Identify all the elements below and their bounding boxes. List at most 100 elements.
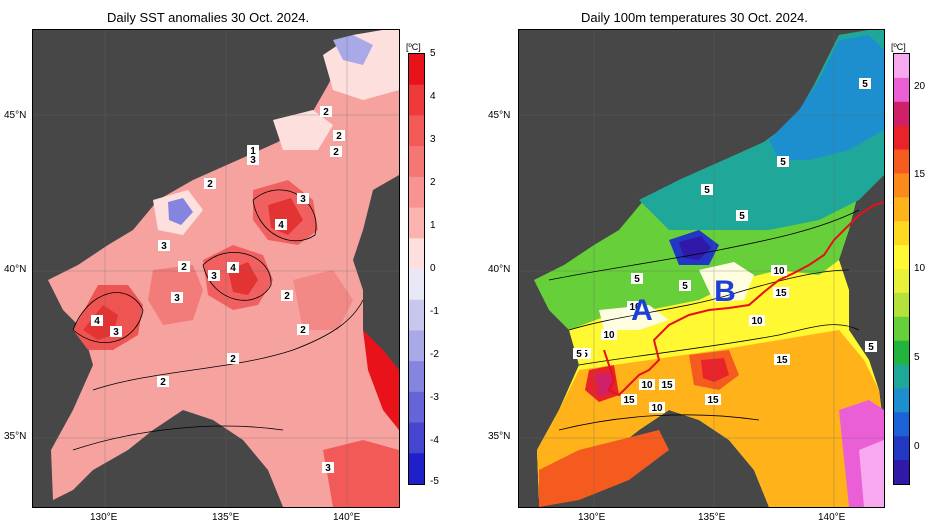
temp-colorbar-segment xyxy=(894,436,909,461)
cb-left-tick-m5: -5 xyxy=(430,476,439,487)
sst-anomaly-unit: [ºC] xyxy=(406,42,421,52)
sst-colorbar-segment xyxy=(409,146,424,178)
temp-colorbar-segment xyxy=(894,221,909,246)
temp-100m-colorbar xyxy=(893,53,910,485)
contour-label-1: 2 xyxy=(320,106,332,118)
sst-anomaly-colorbar-ticks: 5 4 3 2 1 0 -1 -2 -3 -4 -5 xyxy=(430,48,460,488)
svg-text:2: 2 xyxy=(336,131,342,142)
svg-text:10: 10 xyxy=(773,266,785,277)
temp-colorbar-segment xyxy=(894,340,909,366)
cb-right-tick-15: 15 xyxy=(914,169,926,180)
contour-label-4: 1 xyxy=(247,145,259,157)
contour-label-6: 2 xyxy=(204,178,216,190)
temp-contour-label-7: 10 xyxy=(771,265,787,277)
sst-colorbar-segment xyxy=(409,361,424,393)
contour-label-9: 2 xyxy=(178,261,190,273)
lat-label-45-right: 45°N xyxy=(488,110,511,121)
svg-text:10: 10 xyxy=(603,330,615,341)
svg-text:3: 3 xyxy=(174,293,180,304)
svg-text:3: 3 xyxy=(250,155,256,166)
contour-label-16: 2 xyxy=(281,290,293,302)
cb-right-tick-0: 0 xyxy=(914,441,920,452)
svg-text:4: 4 xyxy=(278,220,284,231)
svg-text:2: 2 xyxy=(300,325,306,336)
temp-colorbar-segment xyxy=(894,388,909,413)
temp-colorbar-segment xyxy=(894,316,909,342)
sst-colorbar-segment xyxy=(409,453,424,485)
svg-text:10: 10 xyxy=(651,403,663,414)
lon-label-135: 135°E xyxy=(212,512,240,523)
lon-label-130-right: 130°E xyxy=(578,512,606,523)
temp-100m-title: Daily 100m temperatures 30 Oct. 2024. xyxy=(581,10,808,25)
lon-label-140-right: 140°E xyxy=(818,512,846,523)
sst-colorbar-segment xyxy=(409,115,424,147)
svg-text:3: 3 xyxy=(161,241,167,252)
sst-colorbar-segment xyxy=(409,330,424,362)
cb-left-tick-0: 0 xyxy=(430,263,436,274)
svg-text:10: 10 xyxy=(751,316,763,327)
lat-label-40-right: 40°N xyxy=(488,264,511,275)
contour-label-20: 3 xyxy=(322,462,334,474)
svg-text:3: 3 xyxy=(325,463,331,474)
svg-text:5: 5 xyxy=(576,349,582,360)
temp-contour-label-11: 10 xyxy=(749,315,765,327)
sst-anomaly-title: Daily SST anomalies 30 Oct. 2024. xyxy=(107,10,310,25)
cb-left-tick-1: 1 xyxy=(430,220,436,231)
svg-text:5: 5 xyxy=(704,185,710,196)
temp-colorbar-segment xyxy=(894,364,909,389)
contour-label-12: 4 xyxy=(227,262,239,274)
svg-text:15: 15 xyxy=(707,395,719,406)
temp-colorbar-segment xyxy=(894,173,909,198)
sst-colorbar-segment xyxy=(409,391,424,424)
temp-contour-label-3: 5 xyxy=(701,184,713,196)
cb-left-tick-4: 4 xyxy=(430,91,436,102)
temp-contour-label-13: 10 xyxy=(601,329,617,341)
temp-colorbar-segment xyxy=(894,269,909,294)
temp-contour-label-4: 5 xyxy=(736,210,748,222)
sst-colorbar-segment xyxy=(409,422,424,454)
temp-100m-colorbar-ticks: 20 15 10 5 0 xyxy=(914,48,933,488)
annotation-A: A xyxy=(631,294,653,327)
temp-colorbar-segment xyxy=(894,245,909,270)
temp-contour-label-17: 15 xyxy=(705,394,721,406)
temp-colorbar-segment xyxy=(894,412,909,437)
temp-contour-label-16: 15 xyxy=(621,394,637,406)
current-track-line xyxy=(603,201,884,397)
svg-text:5: 5 xyxy=(780,157,786,168)
temp-contour-label-20: 5 xyxy=(865,341,877,353)
svg-text:10: 10 xyxy=(629,302,641,313)
sst-colorbar-segment xyxy=(409,84,424,116)
sst-anomaly-panel: Daily SST anomalies 30 Oct. 2024. 45°N 4… xyxy=(0,0,466,526)
contour-label-18: 2 xyxy=(227,353,239,365)
svg-text:4: 4 xyxy=(94,316,100,327)
sst-colorbar-segment xyxy=(409,299,424,331)
svg-text:15: 15 xyxy=(623,395,635,406)
temp-contour-label-14: 15 xyxy=(659,379,675,391)
svg-text:5: 5 xyxy=(868,342,874,353)
svg-text:5: 5 xyxy=(634,274,640,285)
temp-contour-label-9: 10 xyxy=(627,301,643,313)
sst-colorbar-segment xyxy=(409,54,424,86)
cb-left-tick-m4: -4 xyxy=(430,435,439,446)
temp-contour-label-6: 5 xyxy=(679,280,691,292)
cb-left-tick-5: 5 xyxy=(430,48,436,59)
svg-text:4: 4 xyxy=(230,263,236,274)
temp-contour-label-12: 10 xyxy=(639,379,655,391)
contour-label-19: 2 xyxy=(157,376,169,388)
contour-label-10: 3 xyxy=(208,270,220,282)
temp-colorbar-segment xyxy=(894,54,909,79)
svg-text:2: 2 xyxy=(160,377,166,388)
sst-anomaly-map: 2 2 2 1 3 2 3 4 2 3 3 4 3 4 3 2 2 2 2 3 xyxy=(32,29,400,508)
sst-colorbar-segment xyxy=(409,176,424,209)
sst-colorbar-segment xyxy=(409,269,424,301)
temp-colorbar-segment xyxy=(894,292,909,318)
cb-left-tick-m2: -2 xyxy=(430,349,439,360)
sst-colorbar-segment xyxy=(409,238,424,270)
svg-text:5: 5 xyxy=(682,281,688,292)
annotation-B: B xyxy=(714,275,736,308)
lat-label-35: 35°N xyxy=(4,431,27,442)
svg-text:3: 3 xyxy=(211,271,217,282)
temp-100m-map-svg: 5 5 5 5 5 5 10 5 10 15 10 10 10 15 10 15… xyxy=(519,30,884,507)
svg-text:2: 2 xyxy=(230,354,236,365)
contour-label-11: 3 xyxy=(171,292,183,304)
